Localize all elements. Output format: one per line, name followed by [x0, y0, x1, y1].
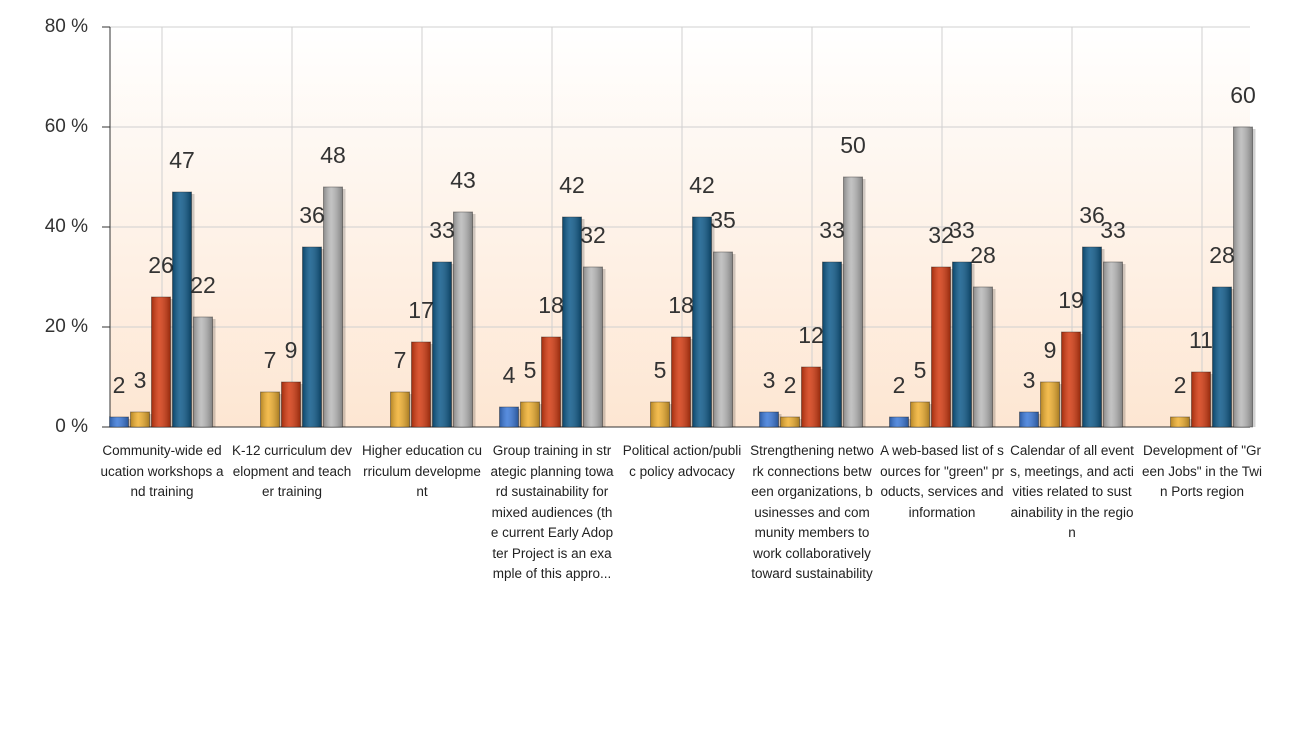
value-label: 4	[503, 362, 516, 388]
value-label: 5	[654, 357, 667, 383]
bar-shade	[1191, 372, 1211, 427]
bar-shade	[193, 317, 213, 427]
bar-shade	[650, 402, 670, 427]
value-label: 7	[264, 347, 277, 373]
y-tick-label: 0 %	[55, 416, 88, 437]
bar-shade	[1233, 127, 1253, 427]
bar-shade	[453, 212, 473, 427]
value-label: 2	[893, 372, 906, 398]
bar-shade	[260, 392, 280, 427]
bar-shade	[172, 192, 192, 427]
x-tick-label: Political action/public policy advocacy	[622, 443, 742, 479]
value-label: 9	[1044, 337, 1057, 363]
value-label: 17	[408, 297, 434, 323]
value-label: 33	[1100, 217, 1126, 243]
value-label: 3	[1023, 367, 1036, 393]
bar-shade	[910, 402, 930, 427]
value-label: 48	[320, 142, 346, 168]
value-label: 18	[538, 292, 564, 318]
bar-shade	[671, 337, 691, 427]
bar-shade	[973, 287, 993, 427]
bar-shade	[562, 217, 582, 427]
value-label: 33	[949, 217, 975, 243]
value-label: 5	[524, 357, 537, 383]
value-label: 2	[113, 372, 126, 398]
value-label: 5	[914, 357, 927, 383]
y-tick-label: 40 %	[45, 216, 88, 237]
x-tick-label: Higher education curriculum development	[361, 443, 483, 499]
bar-shade	[541, 337, 561, 427]
value-label: 50	[840, 132, 866, 158]
value-label: 42	[559, 172, 585, 198]
x-tick-label: K-12 curriculum development and teacher …	[231, 443, 353, 499]
bar-shade	[281, 382, 301, 427]
bar-shade	[151, 297, 171, 427]
bar-shade	[1082, 247, 1102, 427]
bar-shade	[713, 252, 733, 427]
bar-shade	[1061, 332, 1081, 427]
bar-shade	[130, 412, 150, 427]
bar-shade	[759, 412, 779, 427]
bar-shade	[302, 247, 322, 427]
x-tick-label: A web-based list of sources for "green" …	[880, 443, 1004, 520]
value-label: 28	[1209, 242, 1235, 268]
value-label: 19	[1058, 287, 1084, 313]
value-label: 7	[394, 347, 407, 373]
bar-shade	[889, 417, 909, 427]
x-tick-label: Development of "Green Jobs" in the Twin …	[1141, 443, 1263, 499]
x-tick-label: Group training in strategic planning tow…	[490, 443, 614, 581]
value-label: 3	[763, 367, 776, 393]
value-label: 11	[1189, 327, 1213, 353]
bar-shade	[1019, 412, 1039, 427]
x-tick-label: Calendar of all events, meetings, and ac…	[1010, 443, 1134, 540]
value-label: 18	[668, 292, 694, 318]
value-label: 12	[798, 322, 824, 348]
bar-shade	[1103, 262, 1123, 427]
value-label: 32	[580, 222, 606, 248]
y-tick-label: 60 %	[45, 116, 88, 137]
bar-shade	[931, 267, 951, 427]
value-label: 47	[169, 147, 195, 173]
bar-shade	[411, 342, 431, 427]
value-label: 60	[1230, 82, 1256, 108]
value-label: 36	[299, 202, 325, 228]
bar-shade	[432, 262, 452, 427]
bar-shade	[499, 407, 519, 427]
x-tick-label: Strengthening network connections betwee…	[750, 443, 874, 581]
y-tick-label: 80 %	[45, 16, 88, 37]
bar-shade	[692, 217, 712, 427]
value-label: 36	[1079, 202, 1105, 228]
value-label: 35	[710, 207, 736, 233]
bar-shade	[822, 262, 842, 427]
value-label: 3	[134, 367, 147, 393]
value-label: 22	[190, 272, 216, 298]
bar-shade	[952, 262, 972, 427]
bar-shade	[801, 367, 821, 427]
bar-shade	[1170, 417, 1190, 427]
value-label: 32	[928, 222, 954, 248]
bar-shade	[843, 177, 863, 427]
value-label: 33	[819, 217, 845, 243]
value-label: 26	[148, 252, 174, 278]
value-label: 43	[450, 167, 476, 193]
bar-shade	[780, 417, 800, 427]
value-label: 2	[784, 372, 797, 398]
bar-shade	[1040, 382, 1060, 427]
value-label: 42	[689, 172, 715, 198]
bar-shade	[583, 267, 603, 427]
value-label: 28	[970, 242, 996, 268]
y-tick-label: 20 %	[45, 316, 88, 337]
bar-shade	[1212, 287, 1232, 427]
x-tick-label: Community-wide education workshops and t…	[100, 443, 224, 499]
value-label: 9	[285, 337, 298, 363]
value-label: 2	[1174, 372, 1187, 398]
bar-shade	[390, 392, 410, 427]
bar-shade	[323, 187, 343, 427]
bar-shade	[520, 402, 540, 427]
bar-shade	[109, 417, 129, 427]
value-label: 33	[429, 217, 455, 243]
